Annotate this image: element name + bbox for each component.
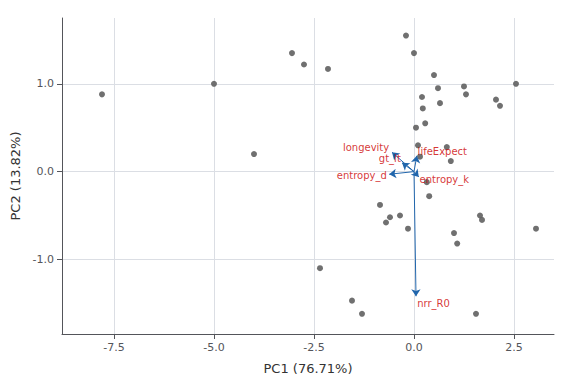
svg-text:-1.0: -1.0 <box>33 253 54 266</box>
svg-text:-2.5: -2.5 <box>303 341 324 354</box>
svg-text:PC2 (13.82%): PC2 (13.82%) <box>8 131 23 220</box>
svg-text:-5.0: -5.0 <box>203 341 224 354</box>
svg-text:gt_lt: gt_lt <box>379 153 401 165</box>
svg-text:lifeExpect: lifeExpect <box>418 146 467 157</box>
svg-text:entropy_d: entropy_d <box>337 170 387 182</box>
svg-text:0.0: 0.0 <box>405 341 423 354</box>
svg-text:longevity: longevity <box>343 142 389 153</box>
svg-text:PC1 (76.71%): PC1 (76.71%) <box>263 361 352 376</box>
svg-text:2.5: 2.5 <box>505 341 523 354</box>
svg-text:0.0: 0.0 <box>37 165 55 178</box>
svg-text:-7.5: -7.5 <box>103 341 124 354</box>
svg-text:nrr_R0: nrr_R0 <box>417 298 450 310</box>
svg-text:entropy_k: entropy_k <box>420 174 470 186</box>
svg-text:1.0: 1.0 <box>37 77 55 90</box>
